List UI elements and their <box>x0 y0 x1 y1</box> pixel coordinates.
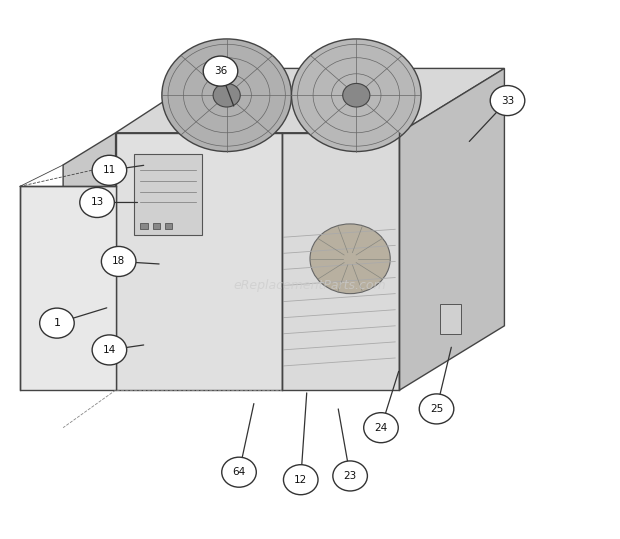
Text: 13: 13 <box>91 197 104 208</box>
Circle shape <box>343 84 370 107</box>
Circle shape <box>162 39 291 151</box>
Circle shape <box>213 84 241 107</box>
Circle shape <box>333 461 368 491</box>
Bar <box>140 223 148 229</box>
Polygon shape <box>20 186 115 390</box>
Circle shape <box>203 56 238 86</box>
Circle shape <box>40 308 74 338</box>
Bar <box>153 223 160 229</box>
Circle shape <box>291 39 421 151</box>
Text: 24: 24 <box>374 423 388 433</box>
Text: 25: 25 <box>430 404 443 414</box>
Circle shape <box>310 224 390 294</box>
Bar <box>440 305 461 334</box>
Circle shape <box>283 465 318 495</box>
Circle shape <box>490 86 525 115</box>
Circle shape <box>222 457 256 487</box>
Circle shape <box>102 246 136 277</box>
Text: 1: 1 <box>53 318 60 328</box>
Polygon shape <box>282 133 399 390</box>
Text: eReplacementParts.com: eReplacementParts.com <box>234 279 386 292</box>
Bar <box>165 223 172 229</box>
Circle shape <box>364 413 398 443</box>
Circle shape <box>419 394 454 424</box>
Polygon shape <box>115 133 282 390</box>
Circle shape <box>80 188 114 217</box>
Polygon shape <box>115 68 505 133</box>
Polygon shape <box>399 68 505 390</box>
Text: 11: 11 <box>103 165 116 175</box>
Text: 64: 64 <box>232 467 246 477</box>
Polygon shape <box>63 133 115 390</box>
Circle shape <box>92 335 126 365</box>
Text: 18: 18 <box>112 257 125 266</box>
Text: 14: 14 <box>103 345 116 355</box>
Bar <box>134 154 202 234</box>
Text: 36: 36 <box>214 66 227 76</box>
Text: 12: 12 <box>294 475 308 485</box>
Circle shape <box>92 155 126 185</box>
Text: 23: 23 <box>343 471 356 481</box>
Text: 33: 33 <box>501 95 514 106</box>
